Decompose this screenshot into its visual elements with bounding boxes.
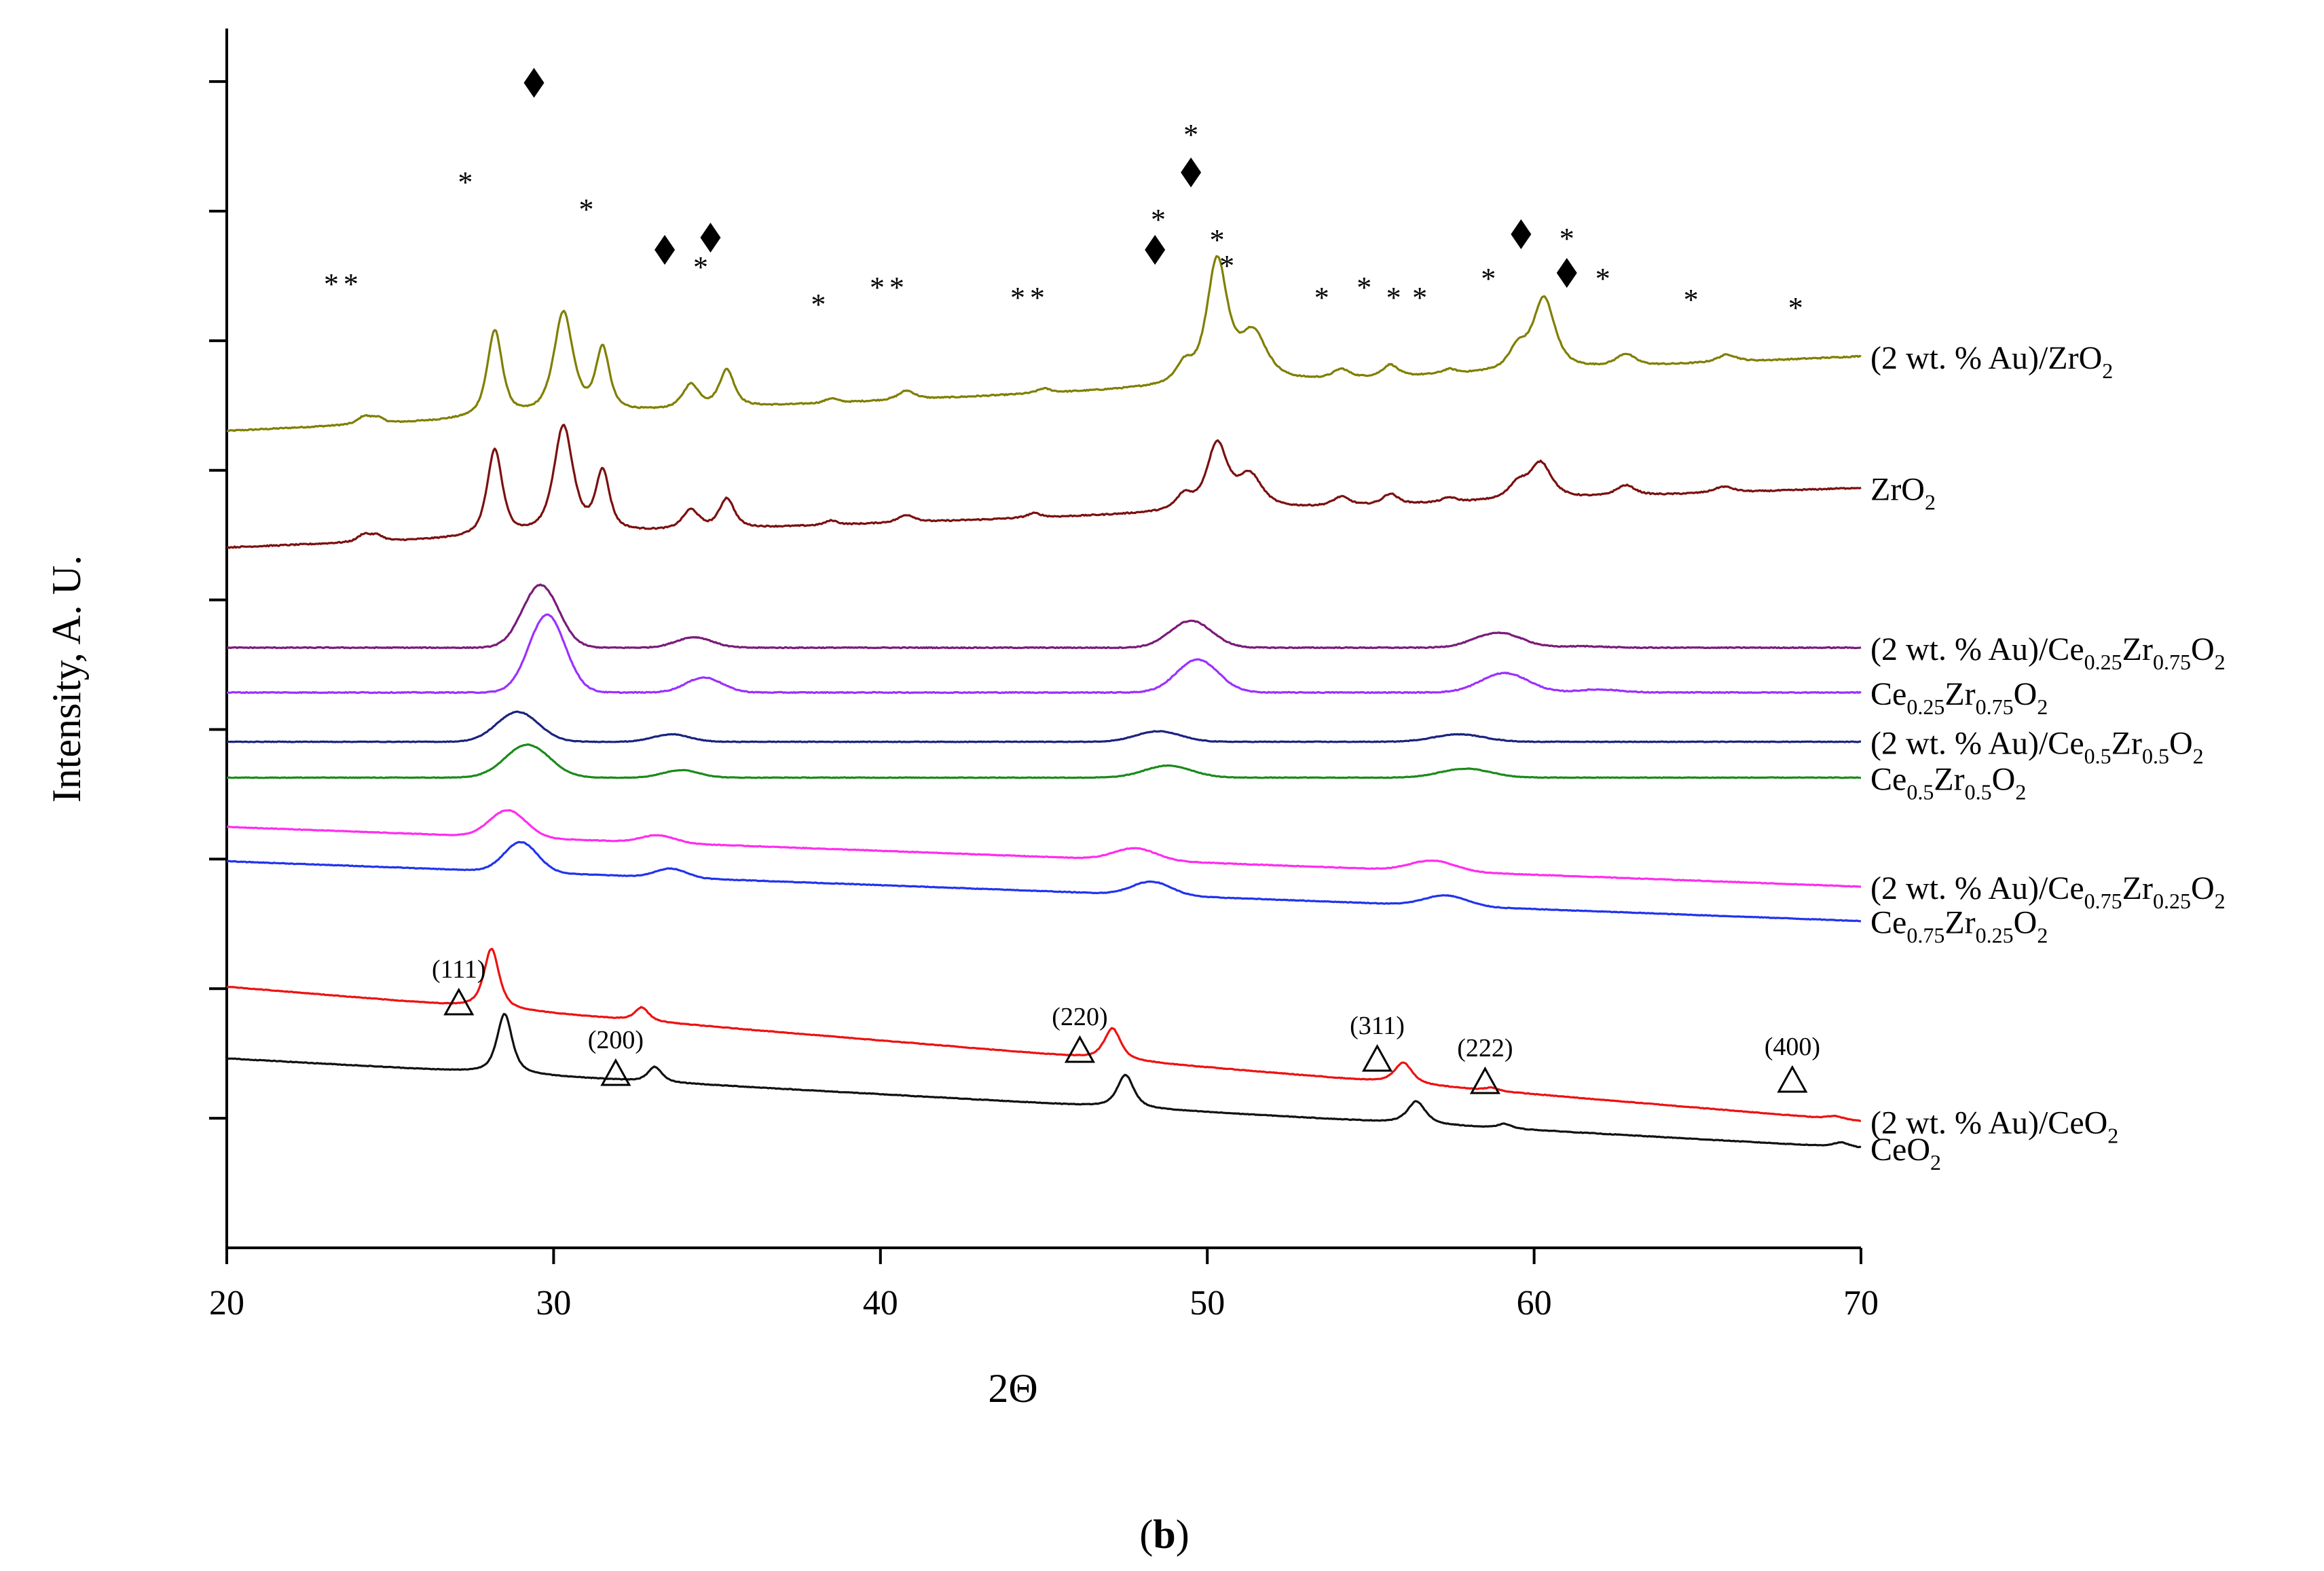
series-label: Ce0.75Zr0.25O2: [1870, 905, 2048, 948]
x-ticks: 20 30 40 50 60 70: [209, 1248, 1879, 1323]
series-label: (2 wt. % Au)/CeO2: [1870, 1105, 2118, 1147]
trace-line: [226, 424, 1862, 549]
star-marker: *: [693, 251, 708, 284]
x-tick-label: 70: [1843, 1284, 1879, 1323]
star-marker: *: [1596, 262, 1610, 295]
diamond-marker: [1556, 258, 1577, 288]
diamond-marker: [523, 68, 545, 98]
series-label: Ce0.5Zr0.5O2: [1870, 761, 2026, 804]
hkl-triangle-marker: [1064, 1035, 1095, 1063]
hkl-triangle-marker: [1361, 1043, 1393, 1072]
star-marker: *: [1183, 118, 1198, 151]
diamond-marker: [700, 223, 721, 253]
star-marker: *: [1357, 271, 1371, 304]
x-tick-label: 60: [1517, 1284, 1552, 1323]
diamond-marker: [1145, 235, 1166, 265]
star-marker: *: [1481, 262, 1496, 295]
series-label: (2 wt. % Au)/Ce0.75Zr0.25O2: [1870, 870, 2226, 913]
miller-index-label: (400): [1765, 1033, 1820, 1061]
diamond-marker: [1181, 158, 1202, 187]
trace-line: [227, 613, 1862, 695]
star-marker: *: [870, 271, 885, 304]
series-label: ZrO2: [1870, 472, 1936, 515]
star-marker: *: [1151, 203, 1166, 236]
hkl-triangle-marker: [1777, 1065, 1808, 1093]
diamond-marker: [1511, 219, 1532, 249]
series-label: (2 wt. % Au)/Ce0.25Zr0.75O2: [1870, 631, 2226, 674]
trace-line: [226, 840, 1862, 923]
star-marker: *: [889, 271, 904, 304]
x-axis-title: 2Θ: [988, 1366, 1037, 1411]
panel-letter: b: [1153, 1512, 1175, 1557]
miller-index-label: (311): [1350, 1012, 1405, 1040]
trace-line: [226, 710, 1862, 743]
star-marker: *: [1684, 283, 1699, 316]
panel-label: (b): [1139, 1512, 1189, 1557]
trace-line: [226, 948, 1862, 1122]
series-label: (2 wt. % Au)/ZrO2: [1870, 340, 2113, 383]
trace-line: [227, 809, 1862, 888]
series-label: CeO2: [1870, 1132, 1941, 1175]
markers: * ****** * * ****** * * ***** *(111)(200)(220) (3…: [324, 68, 1820, 1094]
star-marker: *: [344, 267, 358, 301]
star-marker: *: [1412, 281, 1427, 314]
traces: [226, 255, 1862, 1149]
miller-index-label: (200): [588, 1026, 644, 1054]
miller-index-label: (220): [1052, 1003, 1107, 1031]
trace-line: [226, 1012, 1862, 1149]
miller-index-label: (222): [1457, 1034, 1513, 1062]
diamond-marker: [654, 235, 676, 265]
star-marker: *: [324, 267, 339, 301]
hkl-triangle-marker: [1469, 1066, 1500, 1094]
x-tick-label: 40: [863, 1284, 898, 1323]
series-label: (2 wt. % Au)/Ce0.5Zr0.5O2: [1870, 726, 2204, 769]
miller-index-label: (111): [432, 955, 486, 984]
hkl-triangle-marker: [443, 987, 475, 1016]
x-tick-label: 30: [536, 1284, 571, 1323]
hkl-triangle-marker: [600, 1058, 631, 1086]
y-axis-title: Intensity, A. U.: [44, 555, 89, 802]
star-marker: *: [1314, 281, 1329, 314]
star-marker: *: [458, 166, 473, 199]
star-marker: *: [811, 288, 826, 321]
star-marker: *: [1386, 281, 1401, 314]
star-marker: *: [1788, 291, 1803, 325]
trace-line: [226, 255, 1862, 432]
star-marker: *: [1210, 223, 1225, 257]
star-marker: *: [1219, 249, 1234, 282]
trace-line: [226, 743, 1861, 779]
star-marker: *: [1030, 281, 1045, 314]
x-tick-label: 20: [209, 1284, 244, 1323]
star-marker: *: [1010, 281, 1025, 314]
series-labels: (2 wt. % Au)/ZrO2 ZrO2 (2 wt. % Au)/Ce0.25…: [1870, 340, 2226, 1175]
trace-line: [226, 583, 1862, 650]
star-marker: *: [579, 193, 594, 226]
star-marker: *: [1560, 222, 1574, 255]
x-tick-label: 50: [1189, 1284, 1225, 1323]
series-label: Ce0.25Zr0.75O2: [1870, 676, 2048, 719]
y-ticks: [209, 80, 227, 1120]
